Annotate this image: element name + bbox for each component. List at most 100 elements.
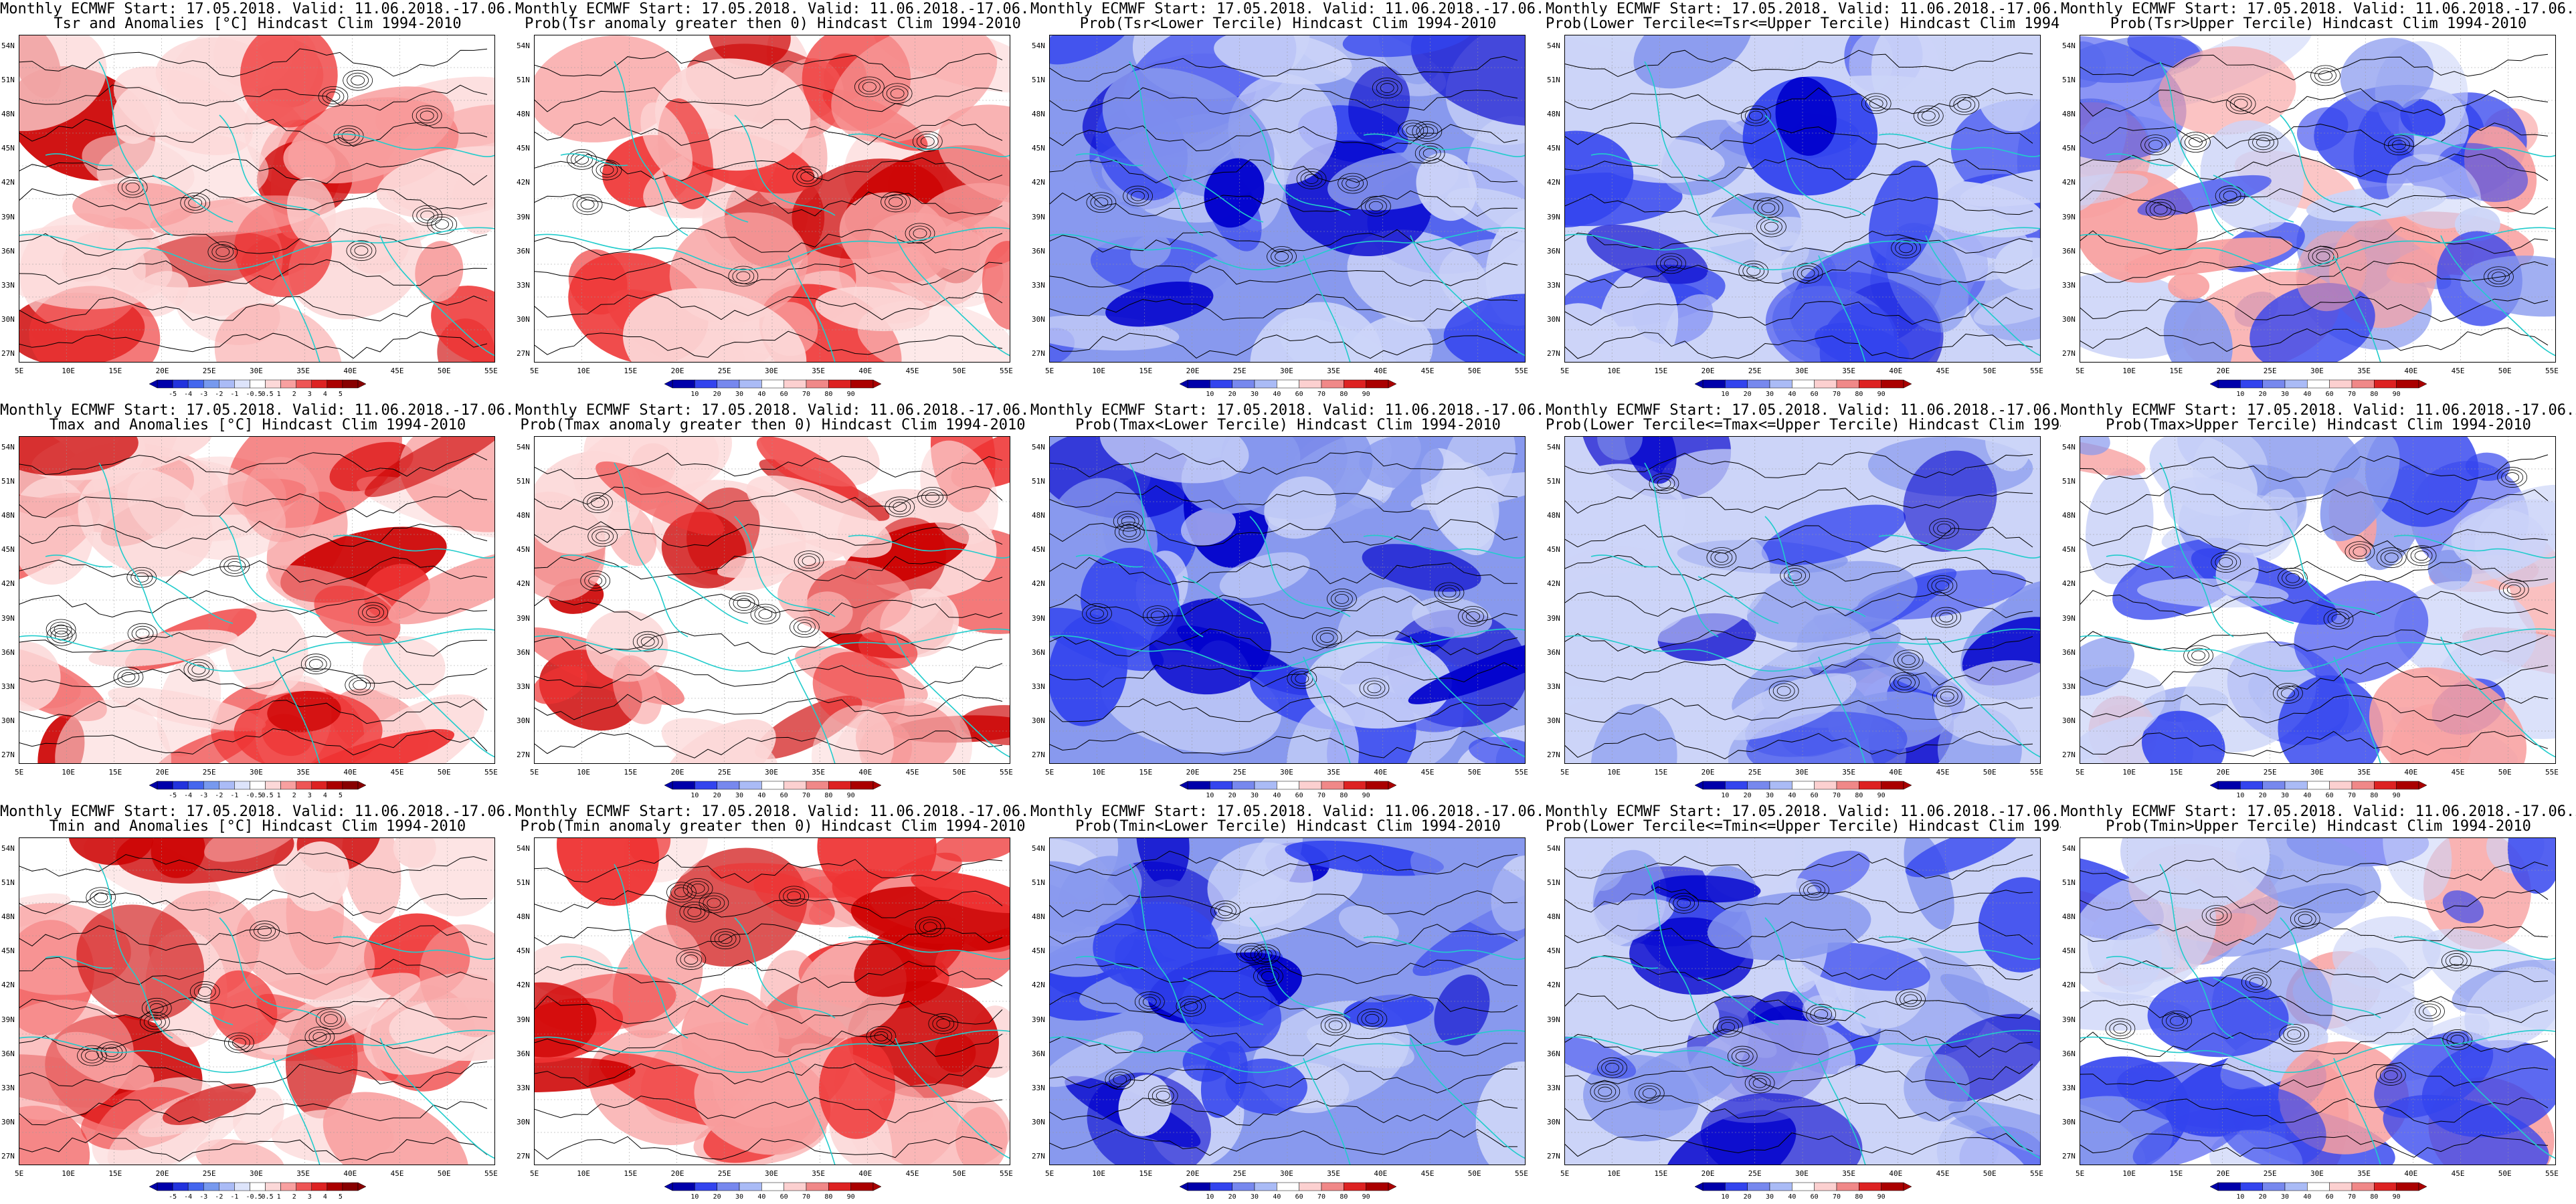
longitude-tick-label: 55E xyxy=(2030,768,2043,777)
terrain-contour xyxy=(188,197,203,208)
coastline xyxy=(1410,1037,1526,1159)
terrain-contour xyxy=(1669,892,1699,914)
terrain-contour xyxy=(2109,1021,2132,1037)
coastline xyxy=(1697,175,1779,223)
terrain-contour xyxy=(1291,671,1313,686)
terrain-contour xyxy=(1134,991,1165,1013)
terrain-contour xyxy=(1218,906,1232,916)
temperature-contour xyxy=(2080,559,2549,587)
coastline xyxy=(1182,175,1264,223)
terrain-contour xyxy=(2140,134,2171,156)
shaded-region xyxy=(2124,237,2293,276)
legend-tick-label: -5 xyxy=(169,391,177,398)
longitude-tick-label: 40E xyxy=(343,768,357,777)
terrain-contour xyxy=(197,987,212,997)
longitude-tick-label: 30E xyxy=(2310,768,2324,777)
temperature-contour xyxy=(19,1062,488,1089)
shaded-region xyxy=(1207,842,1313,928)
terrain-contour xyxy=(2501,470,2524,485)
legend-tick-label: 40 xyxy=(1788,391,1797,398)
shaded-region xyxy=(1976,50,2041,132)
terrain-contour xyxy=(141,997,172,1019)
terrain-contour xyxy=(2245,975,2268,990)
shaded-region xyxy=(1978,877,2041,973)
legend-tick-label: 80 xyxy=(2370,1193,2379,1201)
map-panel-r1-c0: Monthly ECMWF Start: 17.05.2018. Valid: … xyxy=(0,401,515,803)
coastline xyxy=(333,534,495,559)
coastline xyxy=(1818,255,1866,363)
latitude-tick-label: 45N xyxy=(1547,144,1560,153)
shaded-region xyxy=(1633,35,1752,89)
terrain-contour xyxy=(1422,148,1437,159)
terrain-contour xyxy=(2166,1013,2188,1029)
latitude-tick-label: 51N xyxy=(1,477,15,486)
shaded-region xyxy=(2427,550,2472,591)
temperature-contour xyxy=(2080,1097,2549,1125)
coastline xyxy=(1075,555,1143,568)
coastline xyxy=(2080,628,2556,672)
longitude-tick-label: 35E xyxy=(1842,367,1856,375)
color-legend-bar xyxy=(149,1182,366,1191)
terrain-contour xyxy=(684,955,699,965)
legend-tick-label: 10 xyxy=(691,391,699,398)
latitude-tick-label: 39N xyxy=(1032,212,1045,221)
shaded-region xyxy=(2320,436,2400,542)
coastline xyxy=(667,175,749,223)
legend-swatch xyxy=(672,1182,695,1191)
latitude-tick-label: 48N xyxy=(1032,912,1045,922)
legend-tick-label: 70 xyxy=(802,391,811,398)
temperature-contour xyxy=(19,557,488,585)
longitude-tick-label: 45E xyxy=(390,367,404,375)
terrain-contour xyxy=(148,1017,162,1027)
terrain-contour xyxy=(427,213,458,235)
shaded-region xyxy=(2383,837,2452,901)
terrain-contour xyxy=(2384,134,2414,156)
terrain-contour xyxy=(1731,1048,1754,1064)
latitude-tick-label: 42N xyxy=(1547,981,1560,990)
legend-swatch xyxy=(1814,1182,1837,1191)
terrain-contour xyxy=(1214,903,1236,919)
coastline xyxy=(333,133,495,157)
legend-tick-label: -4 xyxy=(184,1193,193,1201)
longitude-tick-label: 45E xyxy=(1936,768,1950,777)
coastline xyxy=(379,636,495,758)
temperature-contour xyxy=(19,630,488,657)
terrain-contour xyxy=(1897,652,1920,668)
terrain-contour xyxy=(346,240,377,262)
temperature-contour xyxy=(19,84,488,111)
shaded-region xyxy=(2080,666,2166,764)
temperature-contour xyxy=(19,259,488,286)
legend-tick-label: 70 xyxy=(1317,792,1326,799)
longitude-tick-label: 55E xyxy=(1515,1169,1528,1178)
terrain-contour xyxy=(1406,125,1420,136)
legend-tick-label: 20 xyxy=(1743,1193,1752,1201)
terrain-contour xyxy=(322,88,345,104)
longitude-tick-label: 55E xyxy=(1515,768,1528,777)
panel-title-line1: Monthly ECMWF Start: 17.05.2018. Valid: … xyxy=(515,402,1030,419)
longitude-tick-label: 50E xyxy=(1983,367,1997,375)
terrain-contour xyxy=(1123,185,1153,207)
legend-tick-label: 10 xyxy=(691,1193,699,1201)
latitude-tick-label: 33N xyxy=(2062,682,2076,691)
terrain-contour xyxy=(2502,581,2525,597)
coastline xyxy=(2080,227,2556,271)
latitude-tick-label: 33N xyxy=(1547,682,1560,691)
latitude-tick-label: 54N xyxy=(1547,41,1560,50)
legend-swatch xyxy=(1836,1182,1859,1191)
longitude-tick-label: 50E xyxy=(2498,367,2512,375)
latitude-tick-label: 42N xyxy=(517,981,530,990)
shaded-region xyxy=(1751,217,1815,247)
terrain-contour xyxy=(2148,140,2163,150)
shaded-region xyxy=(1220,436,1373,520)
panel-title-line1: Monthly ECMWF Start: 17.05.2018. Valid: … xyxy=(2061,803,2576,820)
terrain-contour xyxy=(1324,1017,1347,1033)
shaded-region xyxy=(595,461,725,536)
terrain-contour xyxy=(2241,972,2272,993)
longitude-tick-label: 35E xyxy=(1842,1169,1856,1178)
temperature-contour xyxy=(534,117,1003,146)
terrain-contour xyxy=(121,672,136,682)
terrain-contour xyxy=(2249,977,2264,987)
terrain-contour xyxy=(1935,581,1950,591)
latitude-tick-label: 36N xyxy=(2062,1049,2076,1058)
shaded-region xyxy=(1264,476,1337,539)
